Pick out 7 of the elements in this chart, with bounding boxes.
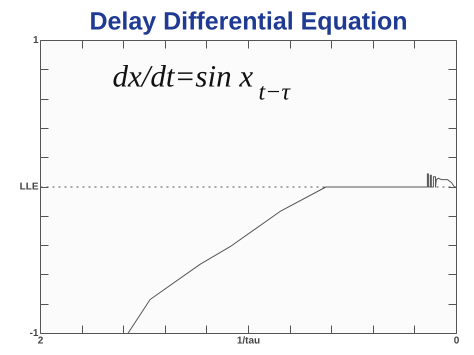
y-tick-label: -1 [30,328,39,339]
y-tick-label: 1 [32,35,39,46]
x-tick-label: 0 [454,336,460,346]
x-tick-label: 1/tau [236,336,260,346]
chart-title: Delay Differential Equation [89,8,408,36]
x-tick-label: 2 [38,336,44,346]
y-tick-label: LLE [20,182,39,192]
